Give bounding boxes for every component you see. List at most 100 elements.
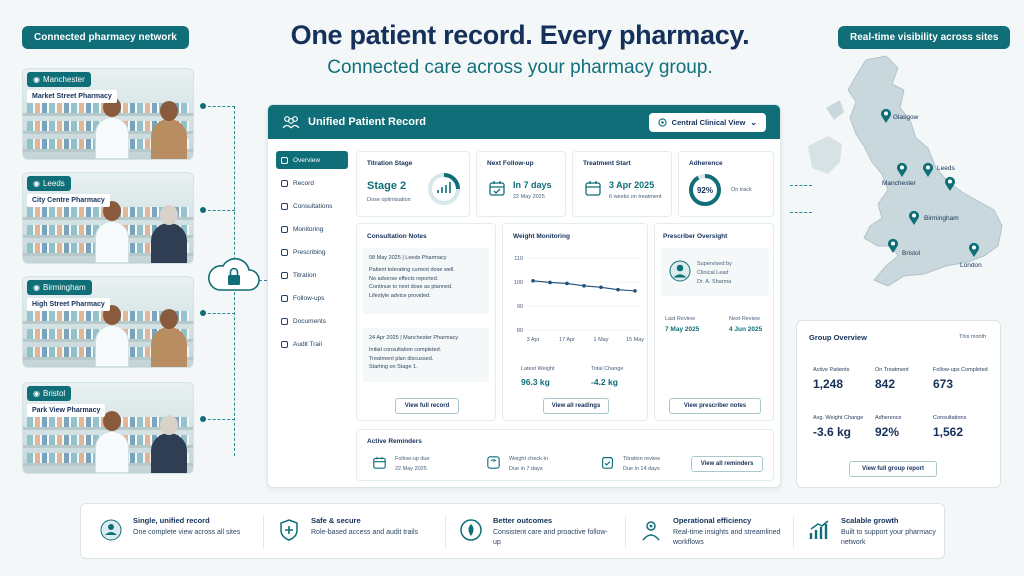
unified-record-icon [100,519,122,541]
nav-icon [281,271,288,279]
reminder-item[interactable]: Follow-up due 22 May 2025 [369,454,479,478]
titration-label: Titration Stage [367,160,413,167]
adherence-label: Adherence [689,160,723,167]
pharmacy-name: Park View Pharmacy [27,404,106,417]
weight-point [616,287,620,292]
view-all-readings-button[interactable]: View all readings [543,398,609,414]
group-title: Group Overview [809,333,867,342]
group-stat-label: Adherence [875,415,902,421]
features-bar: Single, unified record One complete view … [80,503,945,559]
nav-icon [281,202,288,210]
page-title: One patient record. Every pharmacy. [290,20,750,50]
calendar-icon [489,181,505,196]
reminder-title: Follow-up due [395,456,430,462]
adherence-card: Adherence 92% On track [678,151,774,217]
hero: One patient record. Every pharmacy. Conn… [270,20,770,79]
prescriber-role: Clinical Lead [697,270,729,276]
nav-item-follow-ups[interactable]: Follow-ups [276,289,348,307]
map-pin-icon[interactable] [922,162,934,177]
reminder-item[interactable]: Weight check-in Due in 7 days [483,454,593,478]
view-prescriber-notes-button[interactable]: View prescriber notes [669,398,761,414]
reminder-sub: 22 May 2025 [395,466,427,472]
nav-item-overview[interactable]: Overview [276,151,348,169]
nav-item-record[interactable]: Record [276,174,348,192]
feature-item: Scalable growth Built to support your pha… [807,514,967,552]
doctor-avatar-icon [669,260,691,282]
notes-title: Consultation Notes [367,233,427,240]
shield-plus-icon [280,519,298,541]
calendar-icon [585,181,601,196]
titration-card: Titration Stage Stage 2 Dose optimisatio… [356,151,470,217]
sites-icon [658,117,667,127]
nav-label: Documents [293,317,326,325]
city-tag: ◉ Leeds [27,176,71,191]
scale-icon [487,456,500,469]
y-tick-label: 80 [517,328,523,334]
map-pin-icon[interactable] [880,108,892,123]
group-stat-value: 1,248 [813,377,844,391]
followup-label: Next Follow-up [487,160,534,167]
clipboard-icon [602,457,613,469]
weight-point [633,289,637,293]
view-all-reminders-button[interactable]: View all reminders [691,456,763,472]
map-pin-icon[interactable] [908,210,920,225]
x-tick-label: 15 May [626,337,644,343]
feature-title: Single, unified record [133,516,210,525]
page-subtitle: Connected care across your pharmacy grou… [327,57,713,78]
nav-item-titration[interactable]: Titration [276,266,348,284]
connector-dot [200,103,206,109]
titration-gauge-icon [428,173,460,205]
nav-label: Follow-ups [293,294,325,302]
weight-point [531,279,535,283]
location-pin-icon: ◉ [33,389,40,398]
calendar-icon [373,456,386,469]
nav-icon [281,156,288,164]
view-full-record-button[interactable]: View full record [395,398,459,414]
next-review-value: 4 Jun 2025 [729,326,763,333]
note-meta: 24 Apr 2025 | Manchester Pharmacy [369,335,459,341]
visibility-pill: Real-time visibility across sites [838,26,1011,49]
group-stat-label: Active Patients [813,367,850,373]
note-line: Treatment plan discussed. [369,355,434,362]
patient-record-panel: Unified Patient Record Central Clinical … [267,104,781,488]
connector-line [203,106,235,107]
feature-divider [263,516,264,548]
reminder-item[interactable]: Titration review Due in 14 days [597,454,697,478]
connector-line [203,210,235,211]
pharmacy-card[interactable]: ◉ Leeds City Centre Pharmacy [22,172,194,264]
treatment-label: Treatment Start [583,160,631,167]
chevron-down-icon: ⌄ [750,117,757,127]
people-icon [282,116,300,129]
last-review-label: Last Review [665,316,695,322]
view-group-report-button[interactable]: View full group report [849,461,937,477]
clinical-view-dropdown[interactable]: Central Clinical View ⌄ [648,112,766,132]
map-pin-icon[interactable] [896,162,908,177]
y-tick-label: 110 [514,256,523,262]
connector-dot [200,207,206,213]
nav-item-monitoring[interactable]: Monitoring [276,220,348,238]
outcomes-icon [460,519,482,541]
feature-divider [793,516,794,548]
total-change-value: -4.2 kg [591,377,618,387]
note-item: 08 May 2025 | Leeds Pharmacy Patient tol… [363,248,489,314]
pharmacy-name: City Centre Pharmacy [27,194,110,207]
map-pin-icon[interactable] [887,238,899,253]
map-pin-icon[interactable] [944,176,956,191]
nav-item-documents[interactable]: Documents [276,312,348,330]
nav-item-audit-trail[interactable]: Audit Trail [276,335,348,353]
pharmacy-card[interactable]: ◉ Birmingham High Street Pharmacy [22,276,194,368]
treatment-sub: 6 weeks on treatment [609,194,662,200]
pharmacy-card[interactable]: ◉ Manchester Market Street Pharmacy [22,68,194,160]
nav-item-consultations[interactable]: Consultations [276,197,348,215]
map-pin-icon[interactable] [968,242,980,257]
pharmacy-card[interactable]: ◉ Bristol Park View Pharmacy [22,382,194,474]
map-site-label: London [960,262,982,269]
group-stat-label: On Treatment [875,367,909,373]
team-icon [642,521,660,541]
pharmacy-photo [23,383,193,473]
city-name: Birmingham [42,283,86,292]
x-tick-label: 1 May [594,337,609,343]
nav-icon [281,248,288,256]
last-review-value: 7 May 2025 [665,326,700,333]
nav-item-prescribing[interactable]: Prescribing [276,243,348,261]
